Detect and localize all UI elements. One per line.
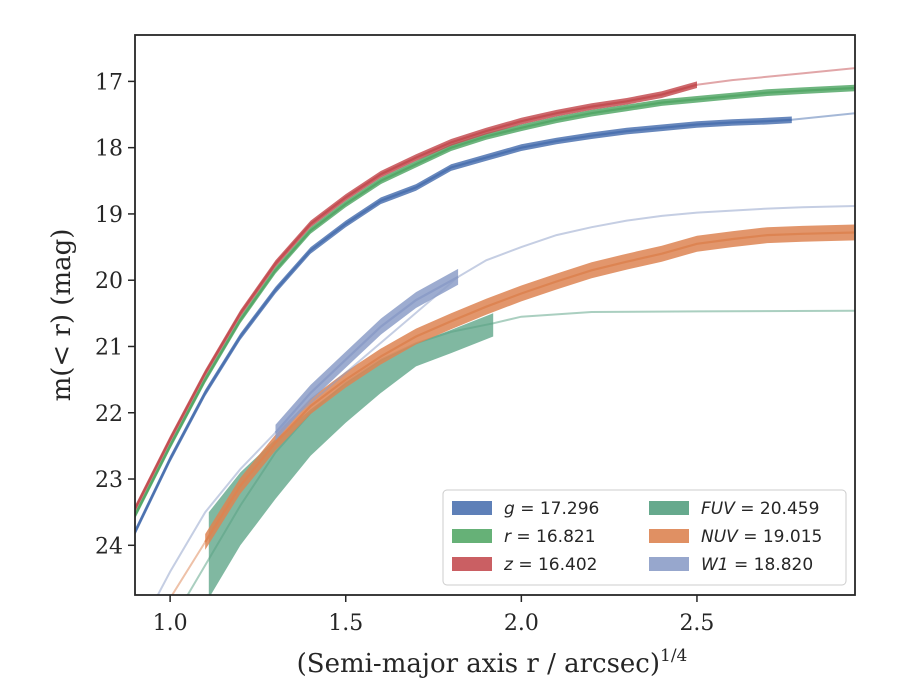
plot-area: [135, 67, 855, 595]
x-tick-label: 1.0: [153, 611, 188, 636]
legend-label: FUV = 20.459: [701, 499, 819, 519]
y-tick-label: 19: [95, 203, 123, 228]
series-w1-extrapolated-line: [156, 205, 855, 595]
y-tick-label: 24: [95, 534, 123, 559]
legend-item-w1: W1 = 18.820: [649, 555, 813, 575]
x-tick-label: 2.0: [504, 611, 539, 636]
series-nuv-line: [204, 231, 855, 543]
x-tick-label: 1.5: [328, 611, 363, 636]
y-tick-label: 22: [95, 402, 123, 427]
legend-item-g: g = 17.296: [452, 499, 599, 519]
series-z-extrapolated-line: [696, 67, 855, 86]
legend: g = 17.296 r = 16.821 z = 16.402 FUV = 20.4…: [442, 489, 847, 586]
x-axis: 1.0 1.5 2.0 2.5: [153, 595, 714, 636]
y-tick-label: 18: [95, 137, 123, 162]
legend-swatch: [452, 557, 492, 571]
legend-item-nuv: NUV = 19.015: [649, 527, 822, 547]
legend-label: g = 17.296: [504, 499, 599, 519]
x-axis-label-main: (Semi-major axis r / arcsec): [297, 649, 660, 679]
legend-swatch: [452, 529, 492, 543]
legend-label: W1 = 18.820: [701, 555, 813, 575]
series-w1-line: [274, 275, 459, 434]
legend-swatch: [649, 557, 689, 571]
y-tick-label: 17: [95, 70, 123, 95]
legend-item-r: r = 16.821: [452, 527, 596, 547]
x-axis-label-exponent: 1/4: [660, 646, 687, 666]
y-tick-label: 23: [95, 468, 123, 493]
plot-frame: [134, 34, 856, 596]
legend-swatch: [649, 501, 689, 515]
legend-item-z: z = 16.402: [452, 555, 597, 575]
y-axis-label: m(< r) (mag): [47, 229, 77, 402]
legend-label: NUV = 19.015: [701, 527, 822, 547]
y-tick-label: 20: [95, 269, 123, 294]
legend-item-fuv: FUV = 20.459: [649, 499, 819, 519]
legend-frame: [442, 489, 847, 586]
x-axis-label: (Semi-major axis r / arcsec)1/4: [297, 646, 688, 679]
legend-label: z = 16.402: [503, 555, 597, 575]
legend-swatch: [649, 529, 689, 543]
y-tick-label: 21: [95, 335, 123, 360]
series-g-extrapolated-line: [791, 112, 855, 121]
series-nuv-extrapolated-line: [170, 541, 207, 595]
series-r-line: [135, 86, 855, 516]
y-axis: 17 18 19 20 21 22 23 24: [95, 70, 135, 559]
series-z-line: [135, 83, 698, 510]
legend-label: r = 16.821: [504, 527, 596, 547]
legend-swatch: [452, 501, 492, 515]
series-g-line: [135, 118, 792, 533]
x-tick-label: 2.5: [679, 611, 714, 636]
